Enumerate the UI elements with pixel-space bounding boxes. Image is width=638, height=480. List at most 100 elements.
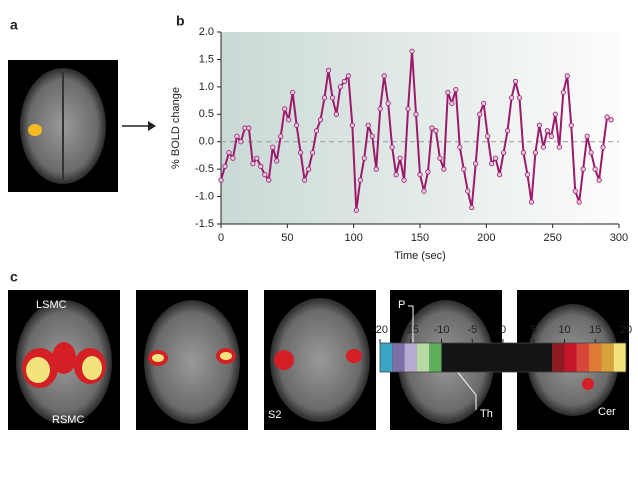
- colorbar-tick-label: 10: [558, 324, 570, 336]
- colorbar-tick-label: -5: [467, 324, 477, 336]
- colorbar-segment: [564, 343, 577, 372]
- point: [469, 204, 475, 211]
- point: [552, 111, 558, 117]
- region-label: LSMC: [36, 299, 67, 311]
- point: [496, 172, 503, 178]
- point: [429, 125, 435, 131]
- point: [437, 155, 443, 161]
- colorbar-tick-label: 5: [531, 324, 537, 336]
- point: [500, 150, 507, 156]
- y-tick-label: 1.5: [199, 53, 214, 65]
- point: [564, 73, 570, 79]
- point: [309, 150, 316, 156]
- activation: [582, 378, 594, 390]
- panel-label: b: [176, 13, 185, 29]
- point: [421, 188, 427, 194]
- point: [254, 155, 260, 161]
- point: [305, 166, 312, 172]
- point: [608, 117, 614, 123]
- x-tick-label: 0: [218, 232, 224, 244]
- colorbar-segment: [416, 343, 430, 372]
- point: [294, 122, 300, 128]
- plot-area: [221, 32, 619, 224]
- point: [282, 106, 288, 112]
- point: [250, 161, 256, 167]
- y-tick-label: -1.5: [195, 218, 214, 230]
- colorbar-tick-label: -15: [403, 324, 419, 336]
- region-label: Th: [480, 408, 493, 420]
- point: [313, 128, 320, 134]
- point: [262, 172, 268, 178]
- pointer: [408, 305, 414, 345]
- colorbar-tick-label: -10: [434, 324, 450, 336]
- point: [385, 100, 391, 106]
- colorbar-segment: [380, 343, 393, 372]
- y-tick-label: -0.5: [195, 163, 214, 175]
- colorbar-segment: [601, 343, 614, 372]
- arrow-head: [148, 121, 156, 131]
- point: [397, 155, 403, 161]
- x-tick-label: 150: [411, 232, 429, 244]
- point: [369, 133, 375, 139]
- point: [481, 100, 487, 106]
- point: [361, 155, 367, 161]
- point: [485, 133, 491, 139]
- point: [389, 144, 395, 150]
- point: [441, 166, 447, 172]
- point: [584, 133, 590, 139]
- point: [572, 188, 578, 194]
- point: [329, 95, 336, 101]
- y-tick-label: 2.0: [199, 26, 214, 38]
- point: [520, 150, 527, 156]
- colorbar-segment: [429, 343, 442, 372]
- brain: [270, 298, 370, 422]
- point: [457, 144, 463, 150]
- point: [278, 133, 284, 139]
- y-axis-label: % BOLD change: [170, 87, 182, 169]
- y-tick-label: 0.5: [199, 108, 214, 120]
- point: [548, 133, 554, 139]
- brain: [144, 300, 240, 424]
- y-tick-label: -1.0: [195, 190, 214, 202]
- point: [353, 207, 359, 213]
- point: [218, 177, 224, 183]
- colorbar-tick-label: 20: [620, 324, 632, 336]
- point: [401, 177, 407, 183]
- point: [349, 122, 355, 128]
- point: [576, 199, 582, 205]
- point: [413, 111, 419, 117]
- point: [524, 172, 531, 178]
- point: [560, 89, 566, 95]
- point: [592, 166, 598, 172]
- point: [473, 161, 479, 167]
- point: [409, 48, 415, 54]
- point: [290, 89, 296, 95]
- point: [317, 117, 324, 123]
- point: [449, 100, 455, 106]
- point: [377, 106, 383, 112]
- activation: [346, 349, 362, 363]
- colorbar-tick-label: 0: [500, 324, 506, 336]
- region-label: S2: [268, 409, 281, 421]
- point: [238, 139, 244, 145]
- colorbar-segment: [576, 343, 590, 372]
- point: [536, 122, 543, 128]
- region-label: P: [398, 299, 405, 311]
- point: [345, 73, 351, 79]
- pointer: [455, 369, 477, 410]
- point: [297, 150, 304, 156]
- x-axis-label: Time (sec): [394, 250, 446, 262]
- activation: [152, 354, 164, 362]
- activation: [52, 342, 76, 374]
- point: [337, 84, 343, 90]
- point: [325, 67, 332, 74]
- point: [568, 122, 574, 128]
- colorbar-segment: [441, 343, 553, 372]
- point: [580, 166, 586, 172]
- point: [234, 133, 240, 139]
- point: [588, 150, 594, 156]
- point: [512, 78, 519, 84]
- point: [596, 177, 602, 183]
- point: [341, 78, 347, 84]
